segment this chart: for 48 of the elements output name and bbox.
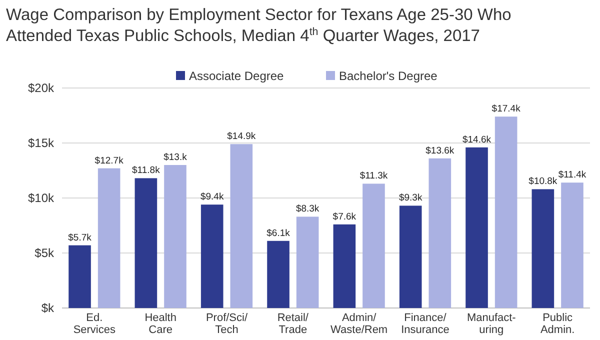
- bar: [296, 216, 319, 308]
- x-tick-label: Health Care: [144, 312, 176, 336]
- bar: [532, 189, 554, 308]
- y-tick-label: $20k: [28, 81, 55, 96]
- x-tick-label: Finance/ Insurance: [401, 312, 450, 336]
- data-label: $12.7k: [94, 155, 124, 166]
- bar: [399, 206, 422, 308]
- bar: [230, 144, 253, 308]
- legend-label: Bachelor's Degree: [339, 69, 438, 84]
- bar: [362, 184, 385, 308]
- data-label: $9.4k: [200, 192, 224, 203]
- bar: [494, 116, 518, 308]
- data-label: $13.k: [164, 152, 188, 163]
- data-label: $14.6k: [462, 134, 492, 146]
- bar: [200, 204, 224, 308]
- data-label: $17.4k: [492, 104, 521, 115]
- bar: [428, 158, 452, 308]
- bar: [333, 224, 356, 308]
- chart-title: Wage Comparison by Employment Sector for Texans Age 25-30 Who Attended Texas Public Schools, Median 4$^{th}$ Quarter Wages, 2017: [6, 6, 512, 45]
- bar: [68, 245, 91, 308]
- y-tick-label: $10k: [28, 191, 55, 206]
- bar: [98, 168, 120, 308]
- data-label: $11.3k: [360, 170, 388, 182]
- x-tick-label: Admin/ Waste/Rem: [330, 312, 388, 336]
- y-tick-label: $15k: [28, 136, 55, 150]
- data-label: $10.8k: [528, 176, 558, 188]
- bar: [561, 182, 584, 308]
- data-label: $6.1k: [266, 228, 290, 239]
- data-label: $7.6k: [332, 211, 356, 222]
- x-tick-label: Manufact- uring: [466, 312, 516, 336]
- x-tick-label: Public Admin.: [540, 312, 575, 336]
- bar: [164, 165, 186, 308]
- data-label: $14.9k: [227, 131, 256, 142]
- bar: [134, 178, 158, 308]
- x-tick-label: Retail/ Trade: [277, 312, 310, 336]
- legend-label: Associate Degree: [189, 69, 284, 84]
- data-label: $13.6k: [426, 145, 454, 156]
- data-label: $11.4k: [558, 170, 586, 181]
- data-label: $8.3k: [296, 204, 320, 215]
- x-tick-label: Prof/Sci/ Tech: [206, 312, 248, 336]
- data-label: $11.8k: [132, 165, 160, 176]
- bar: [267, 240, 290, 308]
- bar: [466, 147, 488, 308]
- data-label: $5.7k: [68, 232, 92, 244]
- x-tick-label: Ed. Services: [73, 312, 116, 336]
- y-tick-label: $5k: [34, 246, 55, 260]
- data-label: $9.3k: [398, 192, 422, 204]
- y-tick-label: $k: [41, 301, 55, 316]
